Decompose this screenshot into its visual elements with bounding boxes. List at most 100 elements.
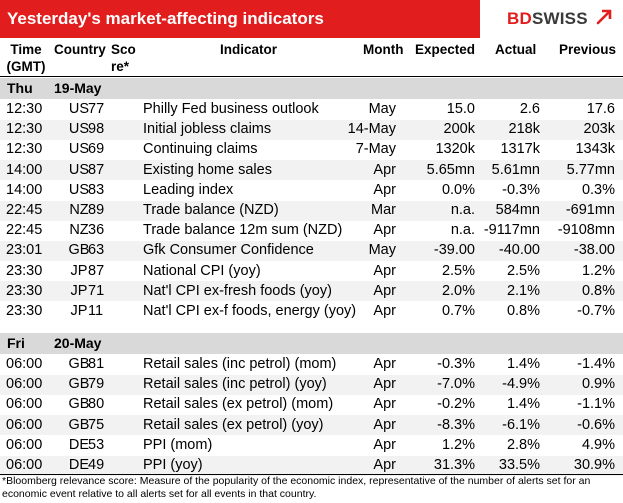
cell-indicator: Philly Fed business outlook: [143, 101, 319, 117]
cell-month: Apr: [373, 436, 396, 453]
group-date: 19-May: [54, 80, 102, 96]
table-row: 23:30 JP 71 Nat'l CPI ex-fresh foods (yoy) A…: [0, 281, 623, 302]
cell-expected: 1.2%: [441, 436, 475, 453]
cell-actual: 2.5%: [506, 262, 540, 279]
title-bar: Yesterday's market-affecting indicators: [0, 0, 480, 38]
cell-score: 36: [88, 222, 105, 239]
cell-time: 23:30: [6, 262, 43, 279]
cell-indicator: Nat'l CPI ex-fresh foods (yoy): [143, 282, 332, 299]
cell-previous: -9108mn: [557, 222, 615, 239]
cell-country: GB: [68, 416, 90, 433]
cell-expected: 31.3%: [433, 457, 475, 473]
cell-actual: 1317k: [500, 141, 540, 158]
cell-country: JP: [70, 303, 88, 319]
cell-score: 49: [88, 457, 105, 473]
cell-previous: 1.2%: [581, 262, 615, 279]
cell-month: May: [368, 242, 396, 259]
group-date: 20-May: [54, 335, 102, 351]
cell-indicator: Continuing claims: [143, 141, 258, 158]
cell-expected: 1320k: [435, 141, 475, 158]
table-row: 12:30 US 69 Continuing claims 7-May 1320k 1317…: [0, 140, 623, 160]
cell-month: Apr: [373, 282, 396, 299]
table-row: 06:00 GB 80 Retail sales (ex petrol) (mom) A…: [0, 395, 623, 415]
cell-previous: 17.6: [586, 101, 615, 117]
cell-indicator: Nat'l CPI ex-f foods, energy (yoy): [143, 303, 357, 319]
cell-actual: -0.3%: [502, 181, 540, 198]
cell-actual: 5.61mn: [491, 161, 540, 178]
cell-time: 06:00: [6, 356, 43, 372]
cell-time: 23:30: [6, 282, 43, 299]
table-row: 14:00 US 83 Leading index Apr 0.0% -0.3% 0.3%: [0, 180, 623, 200]
col-indicator: Indicator: [220, 42, 278, 57]
cell-score: 87: [88, 161, 105, 178]
cell-time: 22:45: [6, 222, 43, 239]
cell-country: NZ: [69, 202, 89, 218]
cell-country: JP: [70, 262, 88, 279]
table-row: 12:30 US 98 Initial jobless claims 14-May 200…: [0, 119, 623, 140]
table-row: 22:45 NZ 89 Trade balance (NZD) Mar n.a. 584mn…: [0, 200, 623, 221]
cell-previous: -0.6%: [577, 416, 615, 433]
cell-expected: -0.3%: [437, 356, 475, 372]
cell-score: 71: [88, 282, 105, 299]
group-day: Thu: [7, 80, 33, 96]
cell-month: Apr: [373, 303, 396, 319]
cell-actual: 33.5%: [498, 457, 540, 473]
cell-expected: 5.65mn: [426, 161, 475, 178]
cell-month: May: [368, 101, 396, 117]
cell-country: US: [68, 181, 90, 198]
table-row: 06:00 GB 79 Retail sales (inc petrol) (yoy)…: [0, 374, 623, 395]
cell-score: 80: [88, 396, 105, 413]
cell-month: Apr: [373, 161, 396, 178]
cell-indicator: Leading index: [143, 181, 234, 198]
col-actual: Actual: [495, 42, 537, 57]
cell-expected: 2.5%: [441, 262, 475, 279]
cell-expected: 0.7%: [441, 303, 475, 319]
cell-time: 12:30: [6, 121, 43, 138]
cell-month: 14-May: [347, 121, 396, 138]
cell-actual: 1.4%: [506, 396, 540, 413]
table-row: 06:00 GB 81 Retail sales (inc petrol) (mom)…: [0, 355, 623, 375]
cell-expected: -7.0%: [437, 376, 475, 393]
cell-indicator: Trade balance (NZD): [143, 202, 279, 218]
day-group-header: Thu 19-May: [0, 78, 623, 99]
cell-score: 79: [88, 376, 105, 393]
cell-previous: 4.9%: [581, 436, 615, 453]
cell-actual: 2.8%: [506, 436, 540, 453]
cell-previous: 1343k: [575, 141, 615, 158]
table-row: 23:01 GB 63 Gfk Consumer Confidence May -39.0…: [0, 240, 623, 262]
cell-month: Apr: [373, 416, 396, 433]
cell-time: 12:30: [6, 101, 43, 117]
cell-expected: 2.0%: [441, 282, 475, 299]
cell-country: GB: [68, 242, 90, 259]
cell-previous: 0.3%: [581, 181, 615, 198]
cell-score: 77: [88, 101, 105, 117]
page-title: Yesterday's market-affecting indicators: [7, 9, 324, 28]
cell-actual: 2.6: [519, 101, 540, 117]
cell-time: 22:45: [6, 202, 43, 218]
cell-time: 14:00: [6, 161, 43, 178]
cell-country: DE: [68, 457, 90, 473]
cell-expected: -0.2%: [437, 396, 475, 413]
cell-score: 81: [88, 356, 105, 372]
cell-actual: -40.00: [498, 242, 540, 259]
cell-actual: 1.4%: [506, 356, 540, 372]
cell-score: 98: [88, 121, 105, 138]
cell-country: JP: [70, 282, 88, 299]
cell-previous: 5.77mn: [566, 161, 615, 178]
cell-indicator: Initial jobless claims: [143, 121, 272, 138]
cell-actual: 2.1%: [506, 282, 540, 299]
cell-score: 87: [88, 262, 105, 279]
cell-indicator: Trade balance 12m sum (NZD): [143, 222, 343, 239]
column-header: Time (GMT) Country Sco re* Indicator Month…: [0, 38, 623, 77]
table-row: 06:00 DE 53 PPI (mom) Apr 1.2% 2.8% 4.9%: [0, 435, 623, 455]
cell-month: Apr: [373, 376, 396, 393]
cell-previous: 0.9%: [581, 376, 615, 393]
cell-country: NZ: [69, 222, 89, 239]
cell-score: 11: [88, 303, 104, 319]
logo-text: BDSWISS: [507, 9, 588, 28]
cell-time: 06:00: [6, 457, 43, 473]
cell-previous: -1.4%: [577, 356, 615, 372]
cell-time: 06:00: [6, 376, 43, 393]
col-expected: Expected: [415, 42, 476, 57]
cell-actual: 218k: [508, 121, 540, 138]
